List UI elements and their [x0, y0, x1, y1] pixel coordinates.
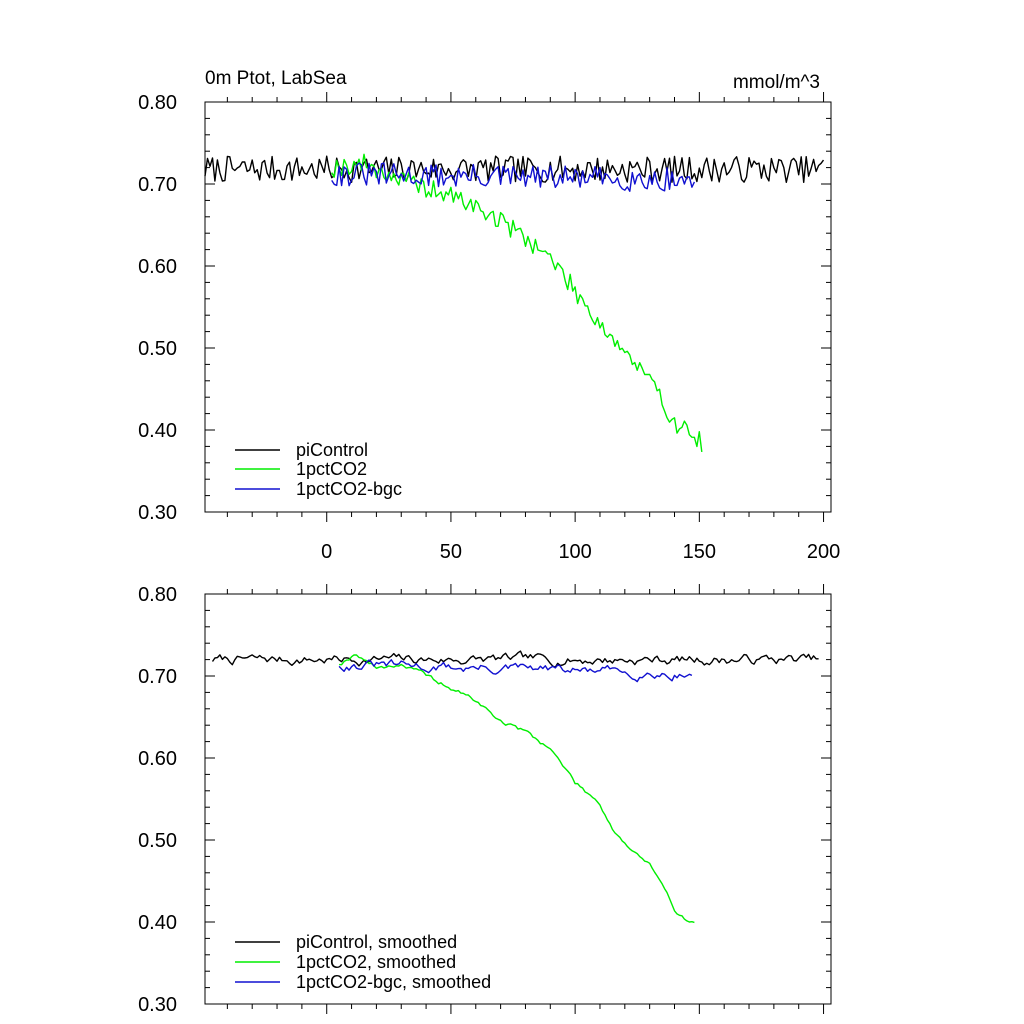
- series-line-1pctco2: [331, 153, 703, 452]
- y-tick-label: 0.30: [138, 994, 177, 1016]
- x-tick-label: 100: [558, 541, 591, 563]
- legend: piControl 1pctCO2 1pctCO2-bgc: [235, 440, 402, 499]
- legend-label-1pctco2-bgc-smoothed: 1pctCO2-bgc, smoothed: [296, 972, 491, 992]
- top-panel: 0m Ptot, LabSea mmol/m^3 0.30 0.40 0.50 0.6…: [138, 68, 840, 563]
- legend-label-picontrol-smoothed: piControl, smoothed: [296, 932, 457, 952]
- series-line-picontrol-smoothed: [211, 650, 819, 668]
- x-tick-label: 150: [683, 541, 716, 563]
- y-tick-label: 0.40: [138, 420, 177, 442]
- y-tick-label: 0.60: [138, 256, 177, 278]
- legend-label-1pctco2-smoothed: 1pctCO2, smoothed: [296, 952, 456, 972]
- y-tick-label: 0.40: [138, 912, 177, 934]
- series-line-1pctco2-smoothed: [339, 654, 695, 924]
- y-tick-label: 0.50: [138, 830, 177, 852]
- legend-label-1pctco2: 1pctCO2: [296, 459, 367, 479]
- y-tick-label: 0.80: [138, 584, 177, 606]
- x-tick-label: 0: [321, 541, 332, 563]
- legend: piControl, smoothed 1pctCO2, smoothed 1p…: [235, 932, 491, 992]
- y-tick-label: 0.80: [138, 92, 177, 114]
- y-tick-label: 0.70: [138, 174, 177, 196]
- x-tick-label: 50: [440, 541, 462, 563]
- panel-title: 0m Ptot, LabSea: [205, 68, 347, 89]
- series-line-1pctco2-bgc: [331, 162, 696, 193]
- panel-units: mmol/m^3: [733, 72, 820, 93]
- y-tick-label: 0.70: [138, 666, 177, 688]
- series-line-1pctco2-bgc-smoothed: [338, 659, 693, 683]
- y-tick-label: 0.50: [138, 338, 177, 360]
- plot-frame: [204, 593, 832, 1005]
- x-tick-label: 200: [807, 541, 840, 563]
- plot-frame: [204, 101, 832, 513]
- bottom-panel: 0.30 0.40 0.50 0.60 0.70 0.80 piControl, smoo…: [138, 584, 832, 1016]
- legend-label-picontrol: piControl: [296, 440, 368, 460]
- y-tick-label: 0.30: [138, 502, 177, 524]
- y-tick-label: 0.60: [138, 748, 177, 770]
- legend-label-1pctco2-bgc: 1pctCO2-bgc: [296, 479, 402, 499]
